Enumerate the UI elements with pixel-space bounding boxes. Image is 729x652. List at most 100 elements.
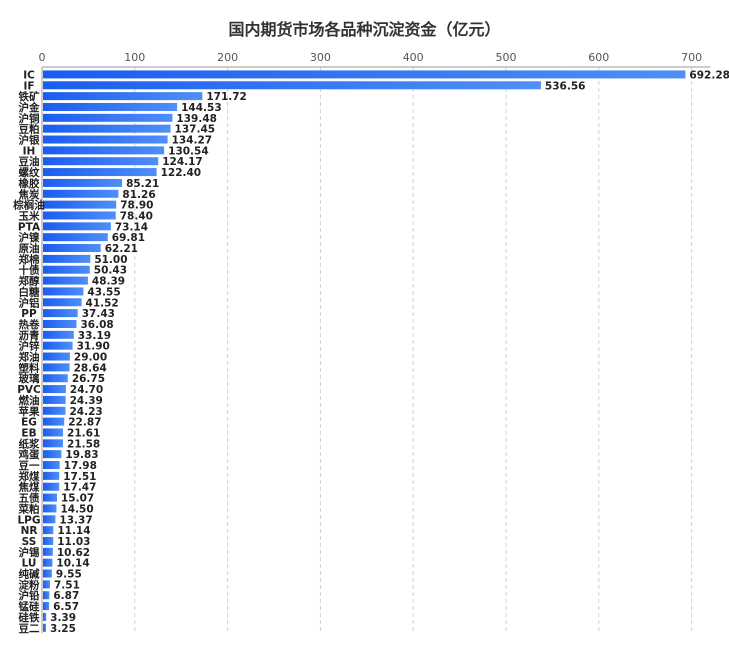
value-label: 24.70 <box>70 384 103 396</box>
bars <box>43 70 686 632</box>
bar <box>43 602 50 611</box>
category-label: 豆二 <box>19 623 40 635</box>
value-label: 73.14 <box>115 221 148 233</box>
category-label: EB <box>21 427 36 439</box>
value-label: 43.55 <box>87 286 120 298</box>
bar <box>43 287 84 296</box>
chart-title: 国内期货市场各品种沉淀资金（亿元） <box>228 20 501 39</box>
x-tick-label: 200 <box>217 51 238 64</box>
bar <box>43 406 66 415</box>
bar <box>43 233 108 242</box>
x-tick-label: 500 <box>496 51 517 64</box>
category-label: 沪铜 <box>19 112 40 125</box>
x-tick-label: 400 <box>403 51 424 64</box>
category-label: 橡胶 <box>19 177 40 190</box>
value-label: 6.57 <box>53 601 79 613</box>
bar <box>43 222 111 231</box>
category-label: 豆油 <box>19 155 40 168</box>
bar <box>43 113 173 122</box>
bar <box>43 395 66 404</box>
bar <box>43 319 77 328</box>
bar <box>43 341 73 350</box>
value-label: 13.37 <box>59 514 92 526</box>
category-label: 白糖 <box>19 285 40 298</box>
bar <box>43 276 88 285</box>
bar <box>43 569 52 578</box>
category-label: 郑油 <box>19 351 40 364</box>
x-tick-label: 0 <box>39 51 46 64</box>
category-label: 菜粕 <box>18 502 40 515</box>
value-label: 10.14 <box>56 558 89 570</box>
value-label: 122.40 <box>161 167 202 179</box>
value-label: 62.21 <box>105 243 138 255</box>
category-label: SS <box>22 536 37 548</box>
bar <box>43 244 101 253</box>
category-label: PTA <box>18 221 41 233</box>
category-label: 锰硅 <box>19 600 40 613</box>
bar <box>43 92 203 101</box>
bar <box>43 385 66 394</box>
bar <box>43 482 60 491</box>
value-label: 692.28 <box>689 69 729 81</box>
value-label: 130.54 <box>168 145 209 157</box>
x-tick-label: 100 <box>124 51 145 64</box>
bar <box>43 504 57 513</box>
category-label: 玉米 <box>19 209 40 222</box>
category-label: 豆一 <box>19 460 40 472</box>
value-label: 3.39 <box>50 612 76 624</box>
category-label: 螺纹 <box>19 166 40 179</box>
bar <box>43 461 60 470</box>
category-label: 郑醇 <box>19 275 40 288</box>
category-label: 铁矿 <box>19 90 40 103</box>
category-label: NR <box>21 525 38 537</box>
bar <box>43 330 74 339</box>
bar <box>43 265 90 274</box>
x-tick-label: 300 <box>310 51 331 64</box>
value-label: 19.83 <box>65 449 98 461</box>
category-label: 纸浆 <box>19 437 40 450</box>
value-label: 31.90 <box>77 341 110 353</box>
value-label: 48.39 <box>92 276 125 288</box>
bar <box>43 200 117 209</box>
category-label: 沪铝 <box>19 296 40 309</box>
value-label: 17.47 <box>63 482 96 494</box>
bar <box>43 135 168 144</box>
bar <box>43 417 65 426</box>
value-labels: 692.28 536.56 171.72144.53139.48137.45134.… <box>50 69 729 634</box>
bar <box>43 309 78 318</box>
category-label: 棕榈油 <box>12 199 45 212</box>
value-label: 85.21 <box>126 178 159 190</box>
category-label: 沪金 <box>19 101 40 114</box>
bar <box>43 102 178 111</box>
category-label: 热卷 <box>19 318 40 331</box>
bar <box>43 211 116 220</box>
bar <box>43 146 165 155</box>
value-label: 11.14 <box>57 525 90 537</box>
category-label: 淀粉 <box>19 578 40 591</box>
value-label: 37.43 <box>82 308 115 320</box>
value-label: 139.48 <box>176 113 217 125</box>
value-label: 6.87 <box>53 590 79 602</box>
value-label: 137.45 <box>175 124 216 136</box>
category-label: IF <box>23 80 34 92</box>
bar <box>43 471 60 480</box>
category-label: 玻璃 <box>19 372 40 385</box>
bar <box>43 178 123 187</box>
bar <box>43 352 70 361</box>
value-label: 78.40 <box>120 210 153 222</box>
value-label: 10.62 <box>57 547 90 559</box>
category-label: 豆粕 <box>19 123 40 136</box>
bar <box>43 428 64 437</box>
category-label: 沪银 <box>19 134 40 147</box>
value-label: 51.00 <box>94 254 127 266</box>
value-label: 22.87 <box>68 417 101 429</box>
category-label: 燃油 <box>19 394 40 407</box>
value-label: 28.64 <box>74 362 107 374</box>
value-label: 50.43 <box>94 265 127 277</box>
x-axis: 0 100 200 300 400 500 600 700 <box>39 51 711 634</box>
category-label: 焦煤 <box>18 481 40 494</box>
bar <box>43 298 82 307</box>
value-label: 14.50 <box>60 503 93 515</box>
value-label: 144.53 <box>181 102 222 114</box>
bar <box>43 591 50 600</box>
